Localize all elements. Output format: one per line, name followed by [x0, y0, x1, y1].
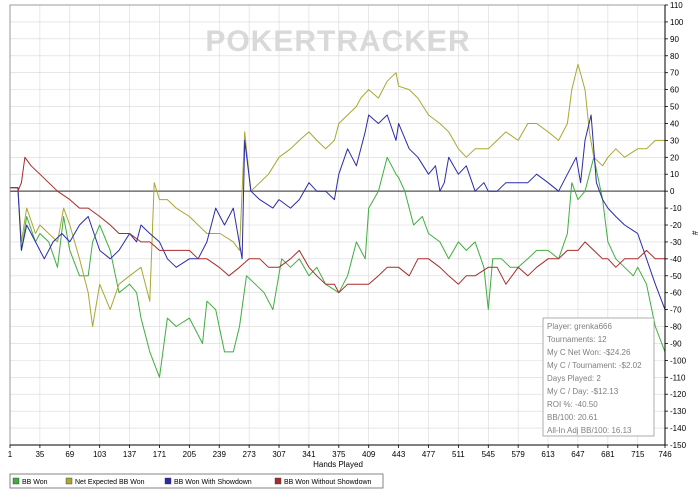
series-line-3 — [10, 114, 666, 310]
y-tick-label: -90 — [670, 339, 682, 348]
stats-line: BB/100: 20.61 — [547, 413, 598, 422]
x-tick-label: 171 — [153, 450, 167, 459]
y-tick-label: -60 — [670, 289, 682, 298]
y-tick-label: -50 — [670, 272, 682, 281]
x-tick-label: 375 — [332, 450, 346, 459]
y-tick-label: -10 — [670, 204, 682, 213]
x-tick-label: 715 — [631, 450, 645, 459]
legend-swatch-3 — [164, 477, 172, 485]
y-tick-label: 70 — [670, 69, 679, 78]
y-tick-label: -150 — [670, 441, 687, 450]
legend-label-2: Net Expected BB Won — [75, 479, 145, 486]
y-tick-label: 80 — [670, 52, 679, 61]
x-tick-label: 239 — [213, 450, 227, 459]
y-tick-label: -130 — [670, 407, 687, 416]
stats-line: ROI %: -40.50 — [547, 400, 598, 409]
x-tick-label: 341 — [302, 450, 316, 459]
stats-line: My C Net Won: -$24.26 — [547, 348, 631, 357]
y-axis-title: # — [690, 231, 699, 236]
y-tick-label: -100 — [670, 356, 687, 365]
legend-swatch-4 — [274, 477, 282, 485]
y-tick-label: 110 — [670, 1, 683, 10]
legend: BB Won Net Expected BB Won BB Won With Sho… — [9, 473, 384, 489]
x-tick-label: 307 — [272, 450, 286, 459]
stats-box: Player: grenka666 Tournaments: 12 My C Net… — [542, 317, 655, 437]
series-line-2 — [10, 63, 665, 327]
y-tick-label: 0 — [670, 187, 675, 196]
x-tick-label: 477 — [422, 450, 436, 459]
x-tick-label: 443 — [392, 450, 406, 459]
legend-frame — [9, 473, 384, 489]
x-tick-label: 69 — [65, 450, 74, 459]
stats-line: My C / Tournament: -$2.02 — [547, 361, 642, 370]
y-tick-label: -40 — [670, 255, 682, 264]
x-tick-label: 511 — [452, 450, 465, 459]
series-line-1 — [10, 156, 666, 378]
legend-swatch-1 — [12, 477, 20, 485]
stats-line: Player: grenka666 — [547, 322, 612, 331]
y-tick-label: 90 — [670, 35, 679, 44]
y-tick-label: -20 — [670, 221, 682, 230]
stats-line: My C / Day: -$12.13 — [547, 387, 619, 396]
series-line-4 — [10, 156, 665, 294]
x-axis-title: Hands Played — [313, 460, 363, 469]
stats-line: All-In Adj BB/100: 16.13 — [547, 426, 632, 435]
stats-line: Days Played: 2 — [547, 374, 601, 383]
stats-line: Tournaments: 12 — [547, 335, 607, 344]
x-tick-label: 137 — [123, 450, 137, 459]
y-tick-label: 60 — [670, 86, 679, 95]
y-tick-label: 30 — [670, 136, 679, 145]
y-tick-label: 100 — [670, 18, 684, 27]
x-tick-label: 205 — [183, 450, 197, 459]
y-axis-ticks: 1101009080706050403020100-10-20-30-40-50… — [665, 1, 687, 450]
x-tick-label: 545 — [482, 450, 496, 459]
x-tick-label: 647 — [571, 450, 585, 459]
x-tick-label: 273 — [242, 450, 256, 459]
legend-swatch-2 — [65, 477, 73, 485]
watermark-text: POKERTRACKER — [205, 25, 470, 58]
x-tick-label: 35 — [35, 450, 44, 459]
y-tick-label: -70 — [670, 306, 682, 315]
x-tick-label: 103 — [93, 450, 107, 459]
series-layer — [10, 63, 666, 378]
y-tick-label: 20 — [670, 153, 679, 162]
x-tick-label: 1 — [8, 450, 13, 459]
x-tick-label: 746 — [658, 450, 672, 459]
x-tick-label: 681 — [601, 450, 615, 459]
legend-label-4: BB Won Without Showdown — [284, 479, 372, 486]
x-tick-label: 579 — [511, 450, 525, 459]
y-tick-label: -120 — [670, 390, 687, 399]
stats-box-frame — [542, 317, 655, 437]
y-tick-label: -110 — [670, 373, 686, 382]
y-tick-label: 50 — [670, 103, 679, 112]
x-tick-label: 613 — [541, 450, 555, 459]
y-tick-label: 10 — [670, 170, 679, 179]
y-tick-label: -80 — [670, 323, 682, 332]
x-tick-label: 409 — [362, 450, 376, 459]
y-tick-label: -140 — [670, 424, 687, 433]
legend-label-3: BB Won With Showdown — [174, 479, 252, 486]
y-tick-label: 40 — [670, 119, 679, 128]
y-tick-label: -30 — [670, 238, 682, 247]
legend-label-1: BB Won — [22, 479, 48, 486]
x-axis-ticks: 1 35 69 103 137 171 205 239 273 307 341 375 409 443 47… — [8, 445, 672, 459]
